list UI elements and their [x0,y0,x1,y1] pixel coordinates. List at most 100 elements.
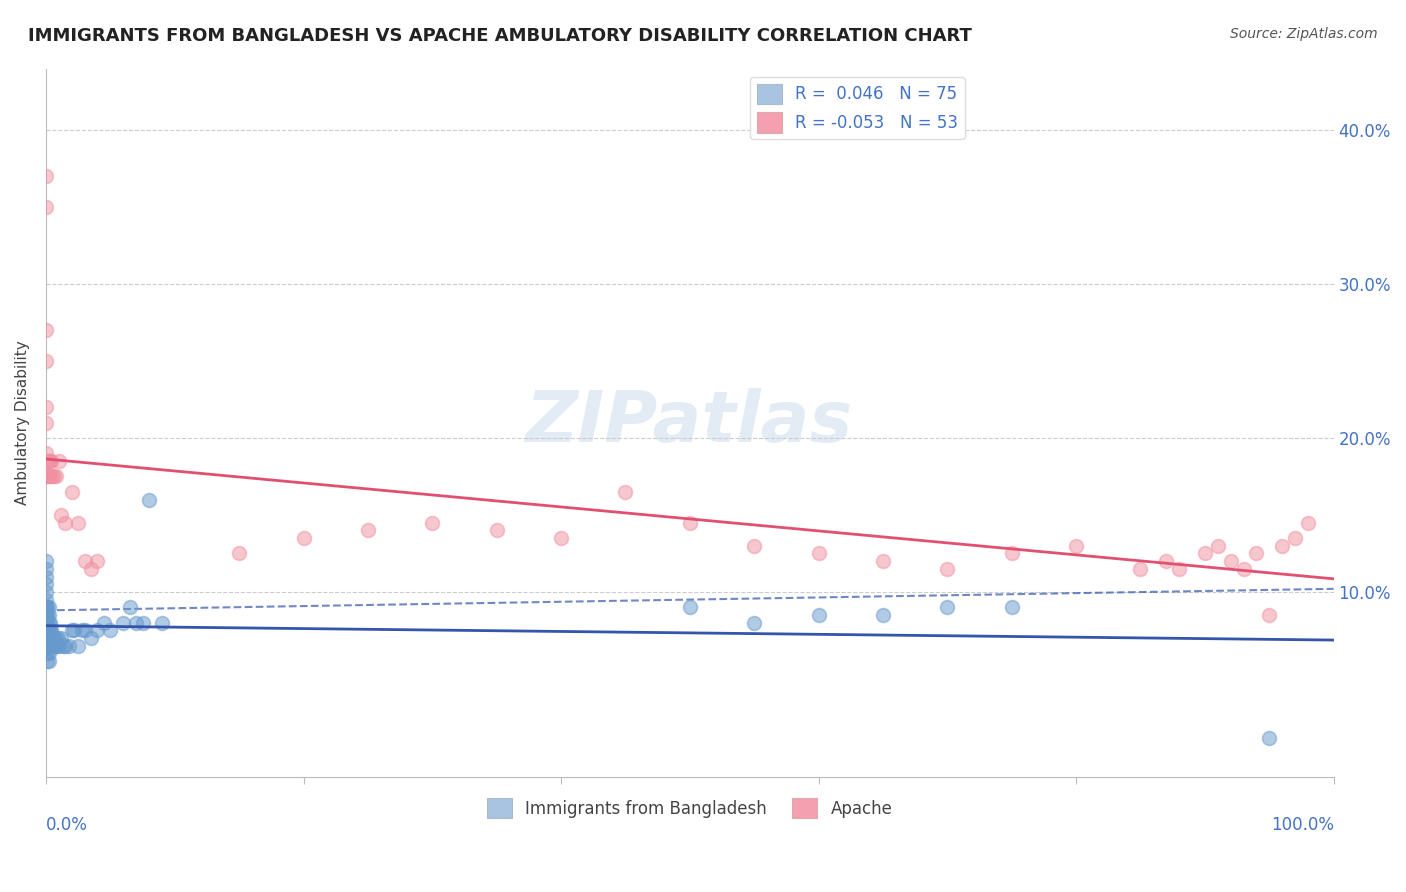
Point [37,631,59,645]
Point [550,531,572,545]
Point [35,624,58,638]
Point [872,554,894,568]
Text: Source: ZipAtlas.com: Source: ZipAtlas.com [1230,27,1378,41]
Text: IMMIGRANTS FROM BANGLADESH VS APACHE AMBULATORY DISABILITY CORRELATION CHART: IMMIGRANTS FROM BANGLADESH VS APACHE AMB… [28,27,972,45]
Point [35,400,58,414]
Point [42,469,65,483]
Point [67,516,90,530]
Point [73,554,96,568]
Point [80,631,103,645]
Point [38,469,60,483]
Point [1296,516,1319,530]
Point [38,454,60,468]
Point [35,607,58,622]
Point [38,469,60,483]
Point [38,454,60,468]
Point [1168,562,1191,576]
Point [53,516,76,530]
Point [35,577,58,591]
Point [37,600,59,615]
Point [35,615,58,630]
Point [41,469,63,483]
Point [138,492,160,507]
Point [37,624,59,638]
Text: 0.0%: 0.0% [46,815,87,833]
Point [35,569,58,583]
Point [1194,546,1216,560]
Point [35,600,58,615]
Point [38,631,60,645]
Point [63,624,86,638]
Point [35,200,58,214]
Point [38,624,60,638]
Point [37,469,59,483]
Point [614,484,637,499]
Point [35,454,58,468]
Point [37,647,59,661]
Point [35,554,58,568]
Point [86,624,108,638]
Point [51,508,73,522]
Point [38,654,60,668]
Point [35,446,58,460]
Point [35,624,58,638]
Text: ZIPatlas: ZIPatlas [526,388,853,457]
Point [742,615,765,630]
Point [35,592,58,607]
Point [53,639,76,653]
Point [35,469,58,483]
Point [37,607,59,622]
Point [48,454,70,468]
Point [39,631,62,645]
Point [48,639,70,653]
Point [1271,539,1294,553]
Point [35,323,58,337]
Y-axis label: Ambulatory Disability: Ambulatory Disability [15,340,30,505]
Point [292,531,315,545]
Point [38,624,60,638]
Point [35,607,58,622]
Point [70,624,93,638]
Point [1064,539,1087,553]
Point [38,615,60,630]
Point [1129,562,1152,576]
Point [35,615,58,630]
Point [37,615,59,630]
Point [38,615,60,630]
Point [131,615,153,630]
Point [1001,600,1024,615]
Point [872,607,894,622]
Point [46,631,69,645]
Point [42,639,65,653]
Point [80,562,103,576]
Point [73,624,96,638]
Point [86,554,108,568]
Point [44,639,66,653]
Point [807,546,830,560]
Point [35,469,58,483]
Point [679,600,702,615]
Point [51,631,73,645]
Point [38,600,60,615]
Point [39,639,62,653]
Point [35,416,58,430]
Legend: Immigrants from Bangladesh, Apache: Immigrants from Bangladesh, Apache [481,791,898,825]
Point [1258,731,1281,746]
Point [35,639,58,653]
Point [42,631,65,645]
Point [35,169,58,184]
Point [35,354,58,368]
Point [52,639,75,653]
Point [38,607,60,622]
Point [1206,539,1229,553]
Point [1219,554,1241,568]
Point [1284,531,1306,545]
Point [35,585,58,599]
Point [60,624,83,638]
Point [150,615,173,630]
Point [60,484,83,499]
Point [936,600,959,615]
Point [67,639,90,653]
Point [45,639,67,653]
Point [125,615,148,630]
